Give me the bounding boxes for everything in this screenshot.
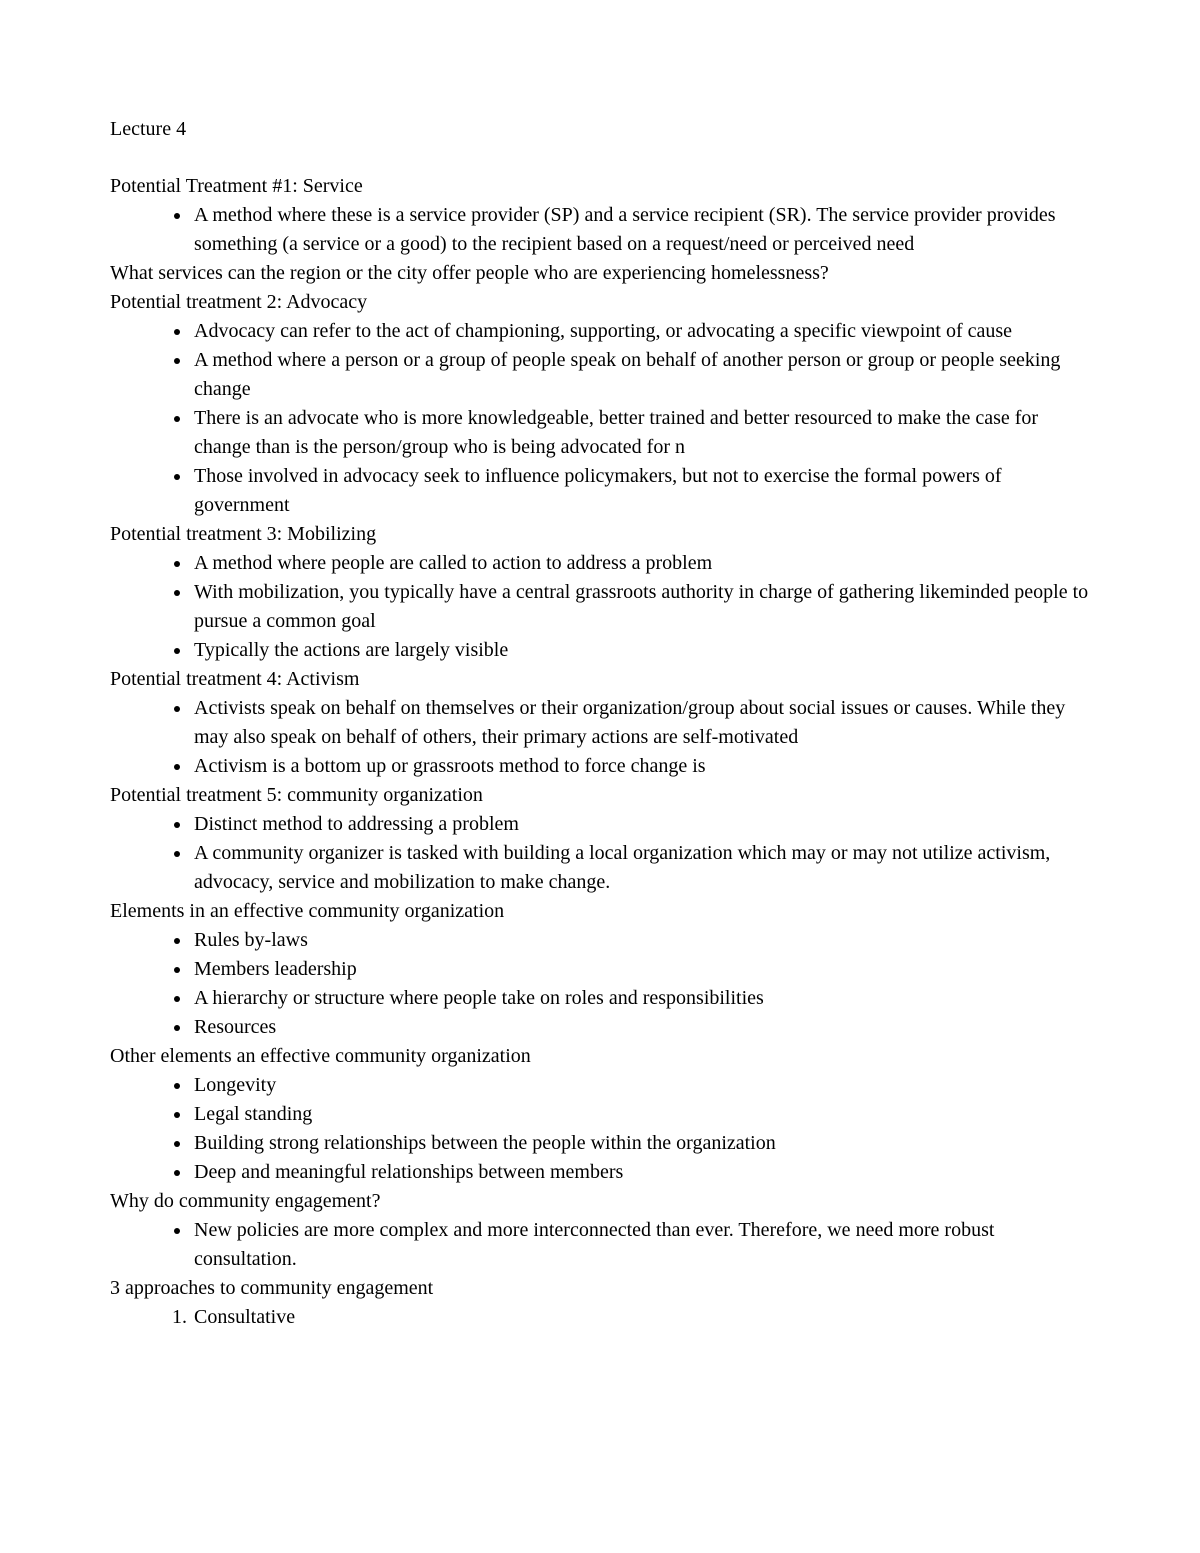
- list-item: Activism is a bottom up or grassroots me…: [192, 752, 1090, 781]
- section-heading: Why do community engagement?: [110, 1187, 1090, 1216]
- list-item: There is an advocate who is more knowled…: [192, 404, 1090, 462]
- document-page: Lecture 4 Potential Treatment #1: Servic…: [0, 0, 1200, 1553]
- list-item: Building strong relationships between th…: [192, 1129, 1090, 1158]
- list-item: Advocacy can refer to the act of champio…: [192, 317, 1090, 346]
- list-item: Distinct method to addressing a problem: [192, 810, 1090, 839]
- list-item: A community organizer is tasked with bui…: [192, 839, 1090, 897]
- number-list: Consultative: [110, 1303, 1090, 1332]
- section-heading: Potential Treatment #1: Service: [110, 172, 1090, 201]
- list-item: With mobilization, you typically have a …: [192, 578, 1090, 636]
- list-item: Resources: [192, 1013, 1090, 1042]
- section-heading: Potential treatment 2: Advocacy: [110, 288, 1090, 317]
- list-item: Those involved in advocacy seek to influ…: [192, 462, 1090, 520]
- section-heading: Potential treatment 4: Activism: [110, 665, 1090, 694]
- bullet-list: Activists speak on behalf on themselves …: [110, 694, 1090, 781]
- section-heading: 3 approaches to community engagement: [110, 1274, 1090, 1303]
- list-item: Deep and meaningful relationships betwee…: [192, 1158, 1090, 1187]
- lecture-title: Lecture 4: [110, 115, 1090, 144]
- list-item: Consultative: [192, 1303, 1090, 1332]
- list-item: A method where people are called to acti…: [192, 549, 1090, 578]
- list-item: Rules by-laws: [192, 926, 1090, 955]
- list-item: New policies are more complex and more i…: [192, 1216, 1090, 1274]
- list-item: A hierarchy or structure where people ta…: [192, 984, 1090, 1013]
- section-heading: Other elements an effective community or…: [110, 1042, 1090, 1071]
- bullet-list: A method where people are called to acti…: [110, 549, 1090, 665]
- list-item: A method where these is a service provid…: [192, 201, 1090, 259]
- list-item: Typically the actions are largely visibl…: [192, 636, 1090, 665]
- bullet-list: Rules by-laws Members leadership A hiera…: [110, 926, 1090, 1042]
- bullet-list: Longevity Legal standing Building strong…: [110, 1071, 1090, 1187]
- list-item: Activists speak on behalf on themselves …: [192, 694, 1090, 752]
- section-heading: Potential treatment 3: Mobilizing: [110, 520, 1090, 549]
- list-item: Longevity: [192, 1071, 1090, 1100]
- question-text: What services can the region or the city…: [110, 259, 1090, 288]
- list-item: Members leadership: [192, 955, 1090, 984]
- bullet-list: New policies are more complex and more i…: [110, 1216, 1090, 1274]
- section-heading: Potential treatment 5: community organiz…: [110, 781, 1090, 810]
- list-item: A method where a person or a group of pe…: [192, 346, 1090, 404]
- list-item: Legal standing: [192, 1100, 1090, 1129]
- section-heading: Elements in an effective community organ…: [110, 897, 1090, 926]
- bullet-list: Distinct method to addressing a problem …: [110, 810, 1090, 897]
- bullet-list: A method where these is a service provid…: [110, 201, 1090, 259]
- bullet-list: Advocacy can refer to the act of champio…: [110, 317, 1090, 520]
